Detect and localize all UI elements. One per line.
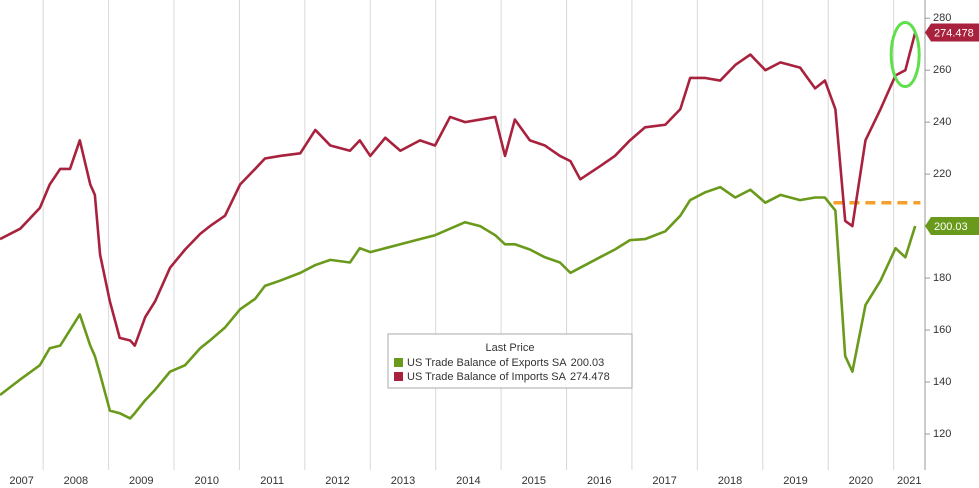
y-tick-label: 120 [933,428,951,440]
x-tick-label: 2017 [652,475,676,487]
x-tick-label: 2013 [391,475,415,487]
y-tick-label: 180 [933,272,951,284]
value-label: 274.478 [934,27,974,39]
x-tick-label: 2020 [849,475,873,487]
value-label: 200.03 [934,221,968,233]
legend-swatch [394,358,403,367]
legend: Last Price US Trade Balance of Exports SA… [387,333,633,389]
x-tick-label: 2014 [456,475,480,487]
legend-swatch [394,372,403,381]
value-tag [925,23,979,42]
y-tick-label: 240 [933,116,951,128]
x-tick-label: 2019 [783,475,807,487]
y-tick-label: 260 [933,64,951,76]
x-tick-label: 2018 [718,475,742,487]
legend-label: US Trade Balance of Imports SA [407,371,567,383]
x-tick-label: 2021 [897,475,921,487]
legend-label: US Trade Balance of Exports SA [407,357,567,369]
series-line [0,32,917,347]
y-tick-label: 140 [933,376,951,388]
legend-title: Last Price [486,342,535,354]
x-tick-label: 2016 [587,475,611,487]
x-tick-label: 2012 [325,475,349,487]
x-tick-label: 2011 [260,475,284,487]
legend-value: 200.03 [571,357,605,369]
highlight-ellipse [889,21,921,89]
value-tag [925,217,979,236]
y-tick-label: 160 [933,324,951,336]
x-tick-label: 2008 [64,475,88,487]
x-tick-label: 2007 [9,475,33,487]
legend-value: 274.478 [570,371,610,383]
series-line [0,185,917,420]
x-tick-label: 2010 [194,475,218,487]
x-tick-label: 2009 [129,475,153,487]
legend-box [387,333,633,389]
y-tick-label: 220 [933,168,951,180]
x-tick-label: 2015 [522,475,546,487]
y-tick-label: 280 [933,12,951,24]
